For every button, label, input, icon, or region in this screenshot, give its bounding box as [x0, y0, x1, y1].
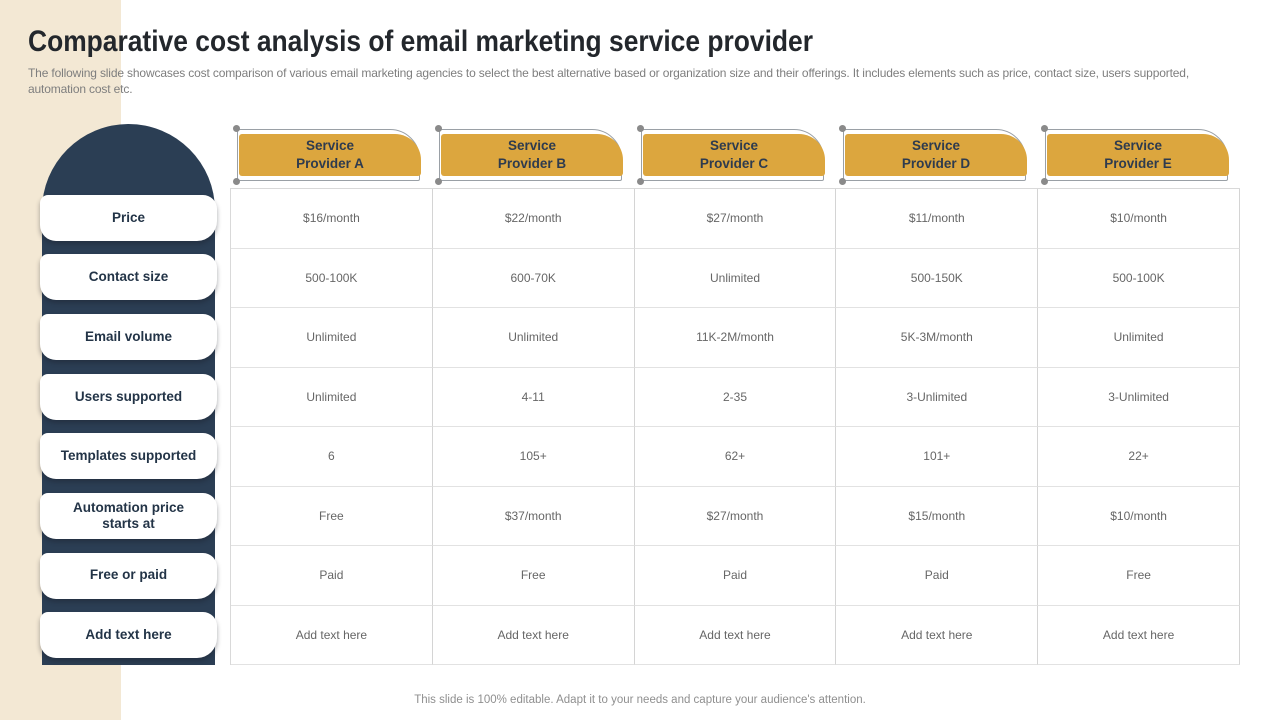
row-label-price[interactable]: Price	[40, 194, 217, 241]
header-label-line2: Provider A	[296, 156, 364, 171]
table-cell: $27/month	[634, 486, 837, 546]
table-cell: 500-100K	[1038, 248, 1240, 308]
selection-handle-icon	[1041, 125, 1048, 132]
header-label-line1: Service	[709, 138, 759, 154]
table-cell-add-text-placeholder[interactable]: Add text here	[432, 605, 635, 665]
table-cell: $37/month	[432, 486, 635, 546]
table-cell: 600-70K	[432, 248, 635, 308]
row-label-text: Price	[111, 209, 146, 225]
page-title: Comparative cost analysis of email marke…	[28, 25, 814, 58]
table-cell: 101+	[836, 427, 1039, 487]
table-cell: 500-150K	[836, 248, 1039, 308]
row-label-email-volume[interactable]: Email volume	[40, 314, 217, 361]
table-cell: 4-11	[432, 367, 635, 427]
table-cell: Unlimited	[231, 308, 433, 368]
selection-handle-icon	[839, 178, 846, 185]
table-cell: Paid	[836, 546, 1039, 606]
selection-handle-icon	[637, 125, 644, 132]
table-cell: 500-100K	[231, 248, 433, 308]
table-cell-add-text-placeholder[interactable]: Add text here	[1038, 605, 1240, 665]
selection-handle-icon	[435, 178, 442, 185]
table-cell: 105+	[432, 427, 635, 487]
table-cell: 62+	[634, 427, 837, 487]
row-label-text: Templates supported	[60, 448, 197, 464]
row-label-templates-supported[interactable]: Templates supported	[40, 433, 217, 480]
column-header-service-provider-c[interactable]: Service Provider C	[634, 125, 836, 185]
table-cell: $15/month	[836, 486, 1039, 546]
row-label-users-supported[interactable]: Users supported	[40, 373, 217, 420]
slide-description: The following slide showcases cost compa…	[28, 66, 1190, 96]
table-cell: Paid	[231, 546, 433, 606]
table-cell: Free	[1038, 546, 1240, 606]
row-label-text: Free or paid	[89, 567, 168, 583]
table-cell: $10/month	[1038, 189, 1240, 249]
row-label-text: Email volume	[84, 328, 173, 344]
column-header-service-provider-d[interactable]: Service Provider D	[836, 125, 1038, 185]
table-cell: Unlimited	[1038, 308, 1240, 368]
selection-handle-icon	[637, 178, 644, 185]
column-header-service-provider-e[interactable]: Service Provider E	[1038, 125, 1240, 185]
table-cell: Unlimited	[634, 248, 837, 308]
row-label-free-or-paid[interactable]: Free or paid	[40, 552, 217, 599]
row-label-contact-size[interactable]: Contact size	[40, 254, 217, 301]
table-cell: 3-Unlimited	[1038, 367, 1240, 427]
table-cell: 3-Unlimited	[836, 367, 1039, 427]
table-cell: Free	[432, 546, 635, 606]
header-gold-shape: Service Provider D	[845, 134, 1027, 176]
header-label-line2: Provider E	[1104, 156, 1172, 171]
table-cell: 5K-3M/month	[836, 308, 1039, 368]
selection-handle-icon	[233, 178, 240, 185]
header-gold-shape: Service Provider E	[1047, 134, 1229, 176]
header-label-line1: Service	[1113, 138, 1163, 154]
header-label-line1: Service	[305, 138, 355, 154]
column-header-service-provider-a[interactable]: Service Provider A	[230, 125, 432, 185]
table-cell: Unlimited	[231, 367, 433, 427]
comparison-table: $16/month $22/month $27/month $11/month …	[230, 188, 1240, 665]
row-label-add-text-here[interactable]: Add text here	[40, 612, 217, 659]
selection-handle-icon	[1041, 178, 1048, 185]
column-header-service-provider-b[interactable]: Service Provider B	[432, 125, 634, 185]
row-label-text: Contact size	[88, 269, 169, 285]
header-label-line2: Provider D	[901, 156, 971, 171]
editable-note: This slide is 100% editable. Adapt it to…	[414, 694, 866, 706]
header-gold-shape: Service Provider C	[643, 134, 825, 176]
selection-handle-icon	[839, 125, 846, 132]
header-gold-shape: Service Provider B	[441, 134, 623, 176]
row-label-automation-price[interactable]: Automation price starts at	[40, 492, 217, 539]
table-cell: $10/month	[1038, 486, 1240, 546]
selection-handle-icon	[233, 125, 240, 132]
header-label-line1: Service	[507, 138, 557, 154]
table-cell: 22+	[1038, 427, 1240, 487]
table-cell: $22/month	[432, 189, 635, 249]
table-cell: 11K-2M/month	[634, 308, 837, 368]
table-cell-add-text-placeholder[interactable]: Add text here	[231, 605, 433, 665]
table-cell: 2-35	[634, 367, 837, 427]
row-label-text: Automation price starts at	[72, 499, 184, 531]
row-labels: Price Contact size Email volume Users su…	[40, 188, 217, 665]
header-gold-shape: Service Provider A	[239, 134, 421, 176]
selection-handle-icon	[435, 125, 442, 132]
header-label-line1: Service	[911, 138, 961, 154]
table-cell: $11/month	[836, 189, 1039, 249]
table-cell: $27/month	[634, 189, 837, 249]
table-cell-add-text-placeholder[interactable]: Add text here	[634, 605, 837, 665]
table-cell: Unlimited	[432, 308, 635, 368]
table-cell: Paid	[634, 546, 837, 606]
header-label-line2: Provider B	[497, 156, 567, 171]
column-headers: Service Provider A Service Provider B Se…	[230, 125, 1240, 185]
table-cell: $16/month	[231, 189, 433, 249]
row-label-text: Add text here	[85, 627, 172, 643]
row-label-text: Users supported	[74, 388, 183, 404]
table-cell: 6	[231, 427, 433, 487]
header-label-line2: Provider C	[699, 156, 769, 171]
table-cell-add-text-placeholder[interactable]: Add text here	[836, 605, 1039, 665]
table-cell: Free	[231, 486, 433, 546]
